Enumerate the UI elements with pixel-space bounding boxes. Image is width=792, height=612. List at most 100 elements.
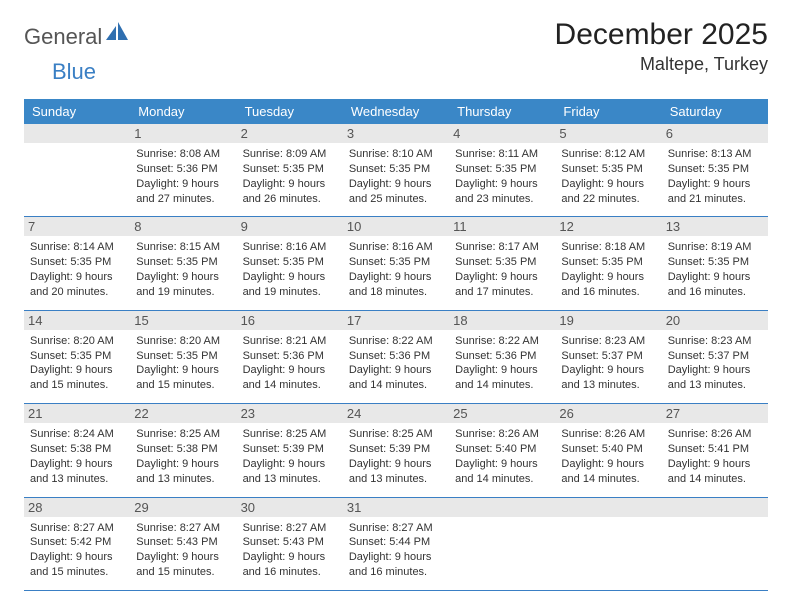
day-number: 9 <box>237 217 343 236</box>
sunset-line: Sunset: 5:36 PM <box>349 349 443 364</box>
brand-sail-icon <box>106 22 128 47</box>
daylight-line: Daylight: 9 hours and 16 minutes. <box>668 270 762 300</box>
sunset-line: Sunset: 5:35 PM <box>455 255 549 270</box>
sunrise-line: Sunrise: 8:17 AM <box>455 240 549 255</box>
day-number: 11 <box>449 217 555 236</box>
sunrise-line: Sunrise: 8:24 AM <box>30 427 124 442</box>
sunrise-line: Sunrise: 8:20 AM <box>30 334 124 349</box>
sunrise-line: Sunrise: 8:27 AM <box>349 521 443 536</box>
sunset-line: Sunset: 5:35 PM <box>561 255 655 270</box>
weekday-thu: Thursday <box>449 99 555 124</box>
daylight-line: Daylight: 9 hours and 15 minutes. <box>136 363 230 393</box>
day-number: 4 <box>449 124 555 143</box>
week-row: 21Sunrise: 8:24 AMSunset: 5:38 PMDayligh… <box>24 404 768 497</box>
daylight-line: Daylight: 9 hours and 16 minutes. <box>561 270 655 300</box>
sunset-line: Sunset: 5:35 PM <box>30 349 124 364</box>
daylight-line: Daylight: 9 hours and 17 minutes. <box>455 270 549 300</box>
sunset-line: Sunset: 5:36 PM <box>455 349 549 364</box>
day-cell: 11 Sunrise: 8:17 AMSunset: 5:35 PMDayligh… <box>449 217 555 309</box>
daylight-line: Daylight: 9 hours and 16 minutes. <box>243 550 337 580</box>
day-number: 10 <box>343 217 449 236</box>
day-number: 16 <box>237 311 343 330</box>
sunrise-line: Sunrise: 8:14 AM <box>30 240 124 255</box>
day-cell: 3Sunrise: 8:10 AMSunset: 5:35 PMDaylight… <box>343 124 449 216</box>
sunset-line: Sunset: 5:42 PM <box>30 535 124 550</box>
sunrise-line: Sunrise: 8:10 AM <box>349 147 443 162</box>
day-number: 17 <box>343 311 449 330</box>
day-cell: 27Sunrise: 8:26 AMSunset: 5:41 PMDayligh… <box>662 404 768 496</box>
sunrise-line: Sunrise: 8:26 AM <box>561 427 655 442</box>
day-cell: 7Sunrise: 8:14 AMSunset: 5:35 PMDaylight… <box>24 217 130 309</box>
day-number: 30 <box>237 498 343 517</box>
sunrise-line: Sunrise: 8:08 AM <box>136 147 230 162</box>
day-number: 14 <box>24 311 130 330</box>
sunset-line: Sunset: 5:35 PM <box>349 162 443 177</box>
day-cell: 10Sunrise: 8:16 AMSunset: 5:35 PMDayligh… <box>343 217 449 309</box>
day-cell: 8Sunrise: 8:15 AMSunset: 5:35 PMDaylight… <box>130 217 236 309</box>
day-number <box>555 498 661 517</box>
week-row: 1Sunrise: 8:08 AMSunset: 5:36 PMDaylight… <box>24 124 768 217</box>
sunset-line: Sunset: 5:36 PM <box>136 162 230 177</box>
day-number: 12 <box>555 217 661 236</box>
day-cell: 4Sunrise: 8:11 AMSunset: 5:35 PMDaylight… <box>449 124 555 216</box>
daylight-line: Daylight: 9 hours and 13 minutes. <box>136 457 230 487</box>
weekday-mon: Monday <box>130 99 236 124</box>
daylight-line: Daylight: 9 hours and 14 minutes. <box>455 457 549 487</box>
sunset-line: Sunset: 5:43 PM <box>243 535 337 550</box>
daylight-line: Daylight: 9 hours and 22 minutes. <box>561 177 655 207</box>
sunset-line: Sunset: 5:36 PM <box>243 349 337 364</box>
sunset-line: Sunset: 5:41 PM <box>668 442 762 457</box>
day-number: 24 <box>343 404 449 423</box>
sunrise-line: Sunrise: 8:09 AM <box>243 147 337 162</box>
sunset-line: Sunset: 5:37 PM <box>668 349 762 364</box>
daylight-line: Daylight: 9 hours and 15 minutes. <box>136 550 230 580</box>
weekday-sun: Sunday <box>24 99 130 124</box>
daylight-line: Daylight: 9 hours and 27 minutes. <box>136 177 230 207</box>
daylight-line: Daylight: 9 hours and 15 minutes. <box>30 550 124 580</box>
daylight-line: Daylight: 9 hours and 15 minutes. <box>30 363 124 393</box>
day-cell: 25Sunrise: 8:26 AMSunset: 5:40 PMDayligh… <box>449 404 555 496</box>
title-block: December 2025 Maltepe, Turkey <box>555 18 768 75</box>
day-number: 15 <box>130 311 236 330</box>
day-number: 7 <box>24 217 130 236</box>
brand-logo: General <box>24 18 130 50</box>
sunset-line: Sunset: 5:35 PM <box>561 162 655 177</box>
sunrise-line: Sunrise: 8:19 AM <box>668 240 762 255</box>
sunset-line: Sunset: 5:40 PM <box>455 442 549 457</box>
day-cell: 17 Sunrise: 8:22 AMSunset: 5:36 PMDayligh… <box>343 311 449 403</box>
daylight-line: Daylight: 9 hours and 23 minutes. <box>455 177 549 207</box>
day-cell: 24Sunrise: 8:25 AMSunset: 5:39 PMDayligh… <box>343 404 449 496</box>
day-cell: 30Sunrise: 8:27 AMSunset: 5:43 PMDayligh… <box>237 498 343 590</box>
calendar: Sunday Monday Tuesday Wednesday Thursday… <box>24 99 768 591</box>
sunset-line: Sunset: 5:35 PM <box>136 349 230 364</box>
day-number: 28 <box>24 498 130 517</box>
sunset-line: Sunset: 5:35 PM <box>349 255 443 270</box>
daylight-line: Daylight: 9 hours and 13 minutes. <box>561 363 655 393</box>
daylight-line: Daylight: 9 hours and 14 minutes. <box>349 363 443 393</box>
daylight-line: Daylight: 9 hours and 13 minutes. <box>349 457 443 487</box>
day-cell: 29Sunrise: 8:27 AMSunset: 5:43 PMDayligh… <box>130 498 236 590</box>
daylight-line: Daylight: 9 hours and 13 minutes. <box>243 457 337 487</box>
daylight-line: Daylight: 9 hours and 13 minutes. <box>30 457 124 487</box>
day-number: 29 <box>130 498 236 517</box>
daylight-line: Daylight: 9 hours and 25 minutes. <box>349 177 443 207</box>
sunrise-line: Sunrise: 8:16 AM <box>243 240 337 255</box>
daylight-line: Daylight: 9 hours and 14 minutes. <box>668 457 762 487</box>
day-number <box>449 498 555 517</box>
sunset-line: Sunset: 5:35 PM <box>243 162 337 177</box>
day-number: 27 <box>662 404 768 423</box>
day-number: 19 <box>555 311 661 330</box>
day-cell: 5Sunrise: 8:12 AMSunset: 5:35 PMDaylight… <box>555 124 661 216</box>
day-number: 25 <box>449 404 555 423</box>
daylight-line: Daylight: 9 hours and 13 minutes. <box>668 363 762 393</box>
sunset-line: Sunset: 5:35 PM <box>455 162 549 177</box>
weekday-tue: Tuesday <box>237 99 343 124</box>
page-title: December 2025 <box>555 18 768 52</box>
weekday-header: Sunday Monday Tuesday Wednesday Thursday… <box>24 99 768 124</box>
day-cell: 31Sunrise: 8:27 AMSunset: 5:44 PMDayligh… <box>343 498 449 590</box>
sunrise-line: Sunrise: 8:22 AM <box>349 334 443 349</box>
day-cell: 23Sunrise: 8:25 AMSunset: 5:39 PMDayligh… <box>237 404 343 496</box>
sunrise-line: Sunrise: 8:13 AM <box>668 147 762 162</box>
sunset-line: Sunset: 5:40 PM <box>561 442 655 457</box>
sunrise-line: Sunrise: 8:21 AM <box>243 334 337 349</box>
